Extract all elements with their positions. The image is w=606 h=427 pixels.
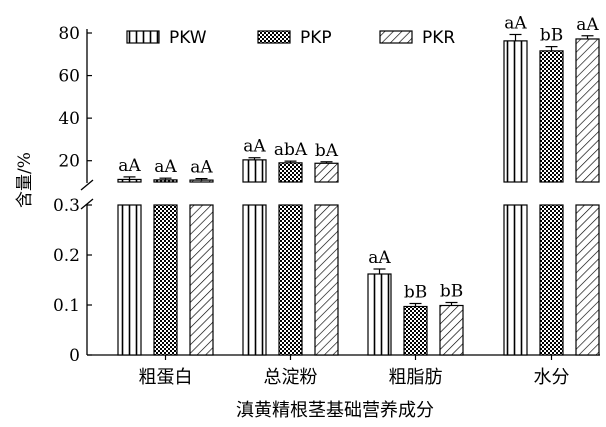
axis-break-mark — [80, 179, 94, 191]
sig-label: bB — [440, 282, 463, 302]
bar — [314, 162, 339, 183]
bar — [242, 204, 267, 356]
bar — [403, 305, 428, 356]
bar — [117, 204, 142, 356]
bar — [153, 179, 178, 183]
legend-swatch — [379, 30, 413, 44]
bar — [189, 204, 214, 356]
x-tick-label: 粗蛋白 — [139, 367, 193, 388]
bar — [367, 273, 392, 356]
bar — [503, 40, 528, 183]
bar — [439, 304, 464, 356]
bars — [117, 33, 600, 356]
bar — [278, 162, 303, 183]
bar — [575, 204, 600, 356]
bar — [117, 178, 142, 183]
y-axis-label: 含量/% — [15, 152, 35, 208]
sig-label: abA — [274, 140, 308, 160]
y-tick-label: 0.3 — [53, 196, 80, 216]
sig-label: aA — [118, 156, 141, 176]
x-tick-label: 总淀粉 — [264, 367, 318, 388]
y-tick-label: 60 — [58, 67, 80, 87]
bar — [575, 38, 600, 183]
bar — [539, 204, 564, 356]
sig-label: bA — [315, 141, 339, 161]
bar — [503, 204, 528, 356]
y-tick-label: 20 — [58, 152, 80, 172]
y-tick-label: 0.1 — [53, 296, 80, 316]
sig-label: aA — [243, 137, 266, 157]
sig-label: bB — [404, 283, 427, 303]
bar — [278, 204, 303, 356]
x-tick-label: 粗脂肪 — [389, 367, 443, 388]
legend-swatch — [257, 30, 291, 44]
axes: 0 0.1 0.2 0.3 20 40 60 80 粗蛋白 总淀粉 粗脂肪 水分 — [53, 24, 600, 388]
axis-break-mark — [80, 198, 94, 210]
bar — [153, 204, 178, 356]
legend-label: PKW — [169, 28, 207, 48]
sig-label: aA — [576, 15, 599, 35]
y-tick-label: 40 — [58, 109, 80, 129]
sig-label: bB — [540, 26, 563, 46]
sig-label: aA — [190, 158, 213, 178]
bar — [242, 159, 267, 183]
x-axis-label: 滇黄精根茎基础营养成分 — [236, 400, 434, 421]
x-tick-label: 水分 — [534, 367, 570, 388]
legend: PKW PKP PKR — [126, 28, 455, 48]
sig-label: aA — [368, 248, 391, 268]
y-tick-label: 0 — [69, 346, 80, 366]
legend-swatch — [126, 30, 160, 44]
legend-label: PKR — [422, 28, 455, 48]
bar — [189, 179, 214, 183]
bar — [314, 204, 339, 356]
sig-label: aA — [154, 157, 177, 177]
sig-labels: aA aA aA aA abA bA aA bB bB aA bB aA — [118, 13, 599, 302]
y-tick-label: 0.2 — [53, 246, 80, 266]
bar — [539, 50, 564, 183]
sig-label: aA — [504, 13, 527, 33]
y-tick-label: 80 — [58, 24, 80, 44]
legend-label: PKP — [300, 28, 332, 48]
